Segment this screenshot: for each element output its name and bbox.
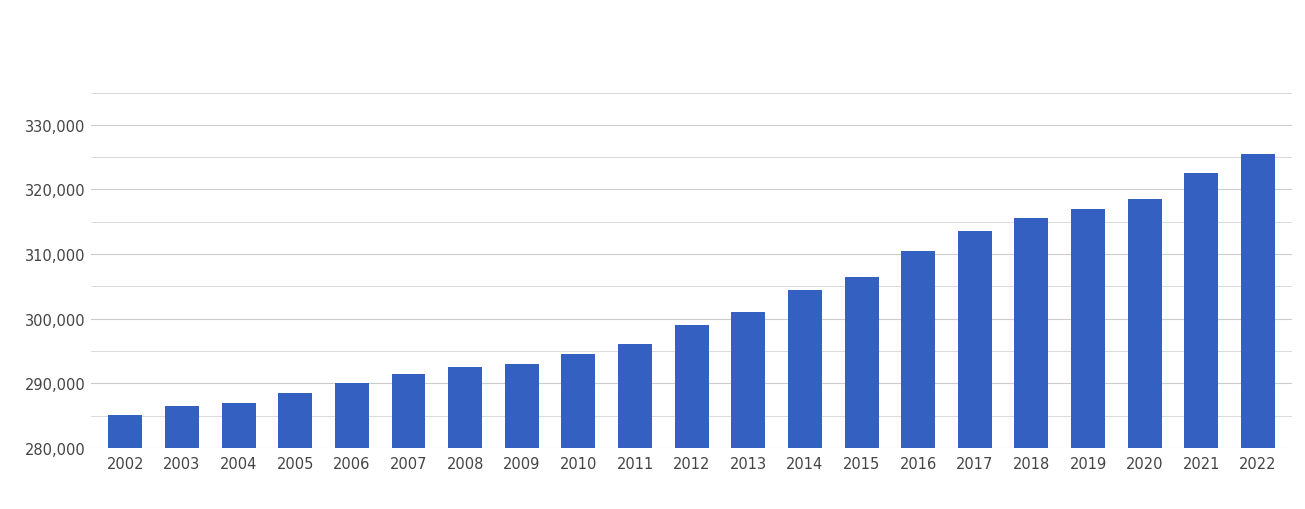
- Bar: [448, 367, 482, 448]
- Bar: [108, 416, 142, 448]
- Bar: [222, 403, 256, 448]
- Bar: [278, 393, 312, 448]
- Bar: [731, 313, 765, 448]
- Bar: [1071, 209, 1105, 448]
- Bar: [675, 325, 709, 448]
- Bar: [788, 290, 822, 448]
- Bar: [1241, 155, 1275, 448]
- Bar: [505, 364, 539, 448]
- Bar: [335, 383, 369, 448]
- Bar: [392, 374, 425, 448]
- Bar: [958, 232, 992, 448]
- Bar: [619, 345, 652, 448]
- Bar: [164, 406, 198, 448]
- Bar: [902, 251, 936, 448]
- Bar: [1014, 219, 1048, 448]
- Bar: [844, 277, 878, 448]
- Bar: [561, 354, 595, 448]
- Bar: [1128, 200, 1161, 448]
- Bar: [1185, 174, 1219, 448]
